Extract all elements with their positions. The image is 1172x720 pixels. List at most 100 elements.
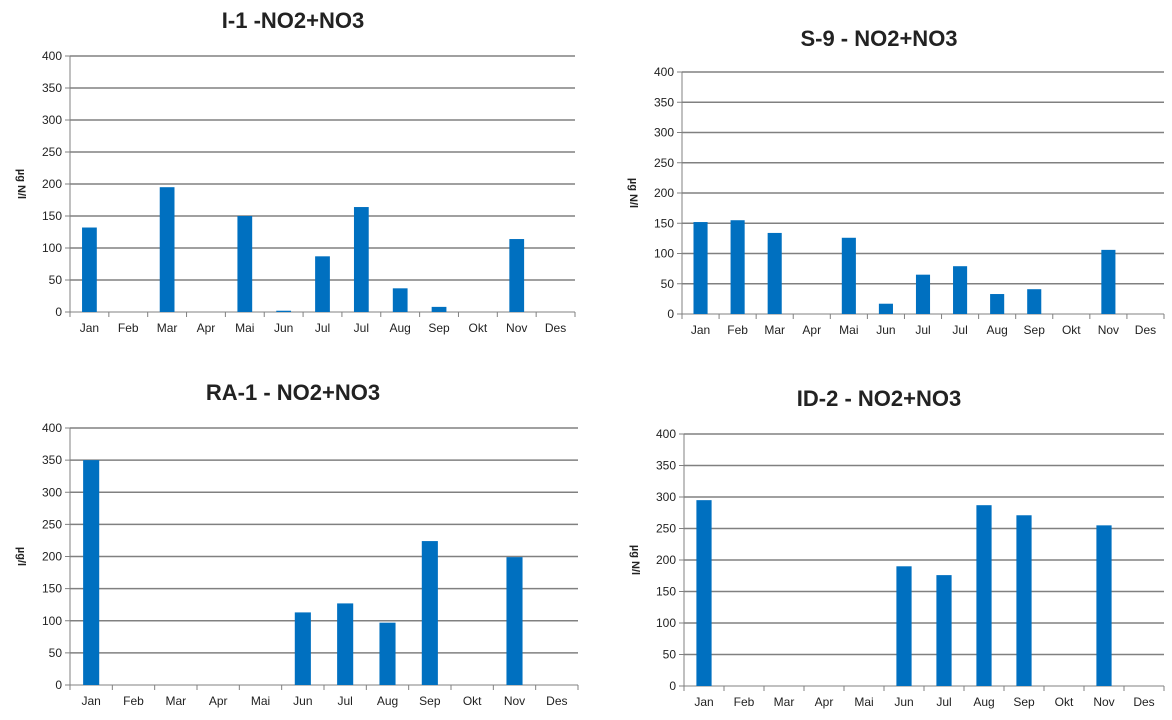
bar (294, 612, 311, 685)
x-tick-label: Nov (506, 321, 527, 335)
chart-title: I-1 -NO2+NO3 (221, 8, 365, 33)
y-axis-label: µg N/l (629, 545, 641, 575)
y-axis-label: µg/l (15, 547, 27, 566)
y-axis-label: µg N/l (15, 169, 27, 199)
y-tick-label: 50 (663, 648, 677, 662)
bar (693, 222, 708, 314)
y-tick-label: 300 (654, 126, 674, 140)
x-tick-label: Nov (504, 694, 525, 708)
x-tick-label: Sep (419, 694, 441, 708)
bar (392, 288, 408, 312)
x-tick-label: Aug (973, 695, 994, 709)
bar (379, 622, 396, 685)
y-tick-label: 100 (42, 241, 62, 255)
x-tick-label: Mar (764, 323, 785, 337)
y-tick-label: 350 (42, 453, 62, 467)
x-tick-label: Sep (1013, 695, 1035, 709)
y-tick-label: 250 (42, 517, 62, 531)
y-tick-label: 250 (654, 156, 674, 170)
x-tick-label: Jul (936, 695, 951, 709)
bar (696, 500, 712, 686)
y-tick-label: 400 (656, 427, 676, 441)
bar (878, 303, 893, 314)
y-tick-label: 150 (42, 582, 62, 596)
y-tick-label: 0 (55, 678, 62, 692)
chart-panel-id2: ID-2 - NO2+NO3 0 50 100 150 200 250 300 350 400 J… (586, 360, 1172, 720)
chart-title: ID-2 - NO2+NO3 (796, 386, 962, 411)
x-tick-label: Okt (469, 321, 488, 335)
y-tick-label: 50 (49, 646, 63, 660)
bar (1016, 515, 1032, 686)
x-tick-label: Jul (337, 694, 352, 708)
bar (976, 505, 992, 686)
bar (1027, 289, 1042, 314)
y-tick-label: 300 (656, 490, 676, 504)
y-tick-label: 300 (42, 113, 62, 127)
x-tick-label: Des (546, 694, 567, 708)
x-tick-label: Okt (463, 694, 482, 708)
x-tick-label: Jun (293, 694, 312, 708)
bar (421, 541, 438, 685)
x-tick-label: Feb (734, 695, 755, 709)
x-tick-label: Mar (157, 321, 178, 335)
bar (841, 237, 856, 314)
x-tick-label: Mai (235, 321, 254, 335)
bar (159, 187, 175, 312)
y-tick-label: 400 (42, 49, 62, 63)
bar (83, 460, 100, 685)
y-tick-label: 0 (55, 305, 62, 319)
chart-panel-ra1: RA-1 - NO2+NO3 0 50 100 150 200 250 300 350 400 J… (0, 360, 586, 720)
y-tick-label: 400 (42, 421, 62, 435)
bar (1096, 525, 1112, 686)
x-tick-label: Jul (354, 321, 369, 335)
x-tick-label: Mar (774, 695, 795, 709)
y-tick-label: 200 (654, 186, 674, 200)
x-tick-label: Jan (81, 694, 100, 708)
chart-svg: 0 50 100 150 200 250 300 350 400 Jan Feb Mar Apr Mai J… (15, 49, 576, 335)
x-tick-label: Jul (315, 321, 330, 335)
x-tick-label: Apr (197, 321, 216, 335)
y-tick-label: 350 (654, 95, 674, 109)
y-tick-label: 200 (42, 177, 62, 191)
y-tick-label: 250 (42, 145, 62, 159)
y-tick-label: 100 (42, 614, 62, 628)
x-tick-label: Nov (1098, 323, 1119, 337)
chart-panel-i1: I-1 -NO2+NO3 0 50 100 150 200 250 300 350 400 Jan… (0, 0, 586, 360)
x-tick-label: Feb (727, 323, 748, 337)
bar (315, 256, 330, 312)
x-tick-label: Des (545, 321, 566, 335)
y-tick-label: 0 (669, 679, 676, 693)
x-tick-label: Jun (274, 321, 293, 335)
bar (506, 557, 523, 685)
x-tick-label: Des (1135, 323, 1156, 337)
x-tick-label: Mai (251, 694, 270, 708)
x-tick-label: Mai (839, 323, 858, 337)
bar (237, 216, 253, 312)
x-tick-label: Jan (80, 321, 99, 335)
y-tick-label: 50 (49, 273, 63, 287)
x-tick-label: Aug (986, 323, 1007, 337)
x-tick-label: Jul (915, 323, 930, 337)
chart-svg: 0 50 100 150 200 250 300 350 400 Jan Feb Mar Apr Mai J… (629, 427, 1165, 709)
x-tick-label: Jan (694, 695, 713, 709)
bar (936, 575, 952, 686)
x-tick-label: Okt (1062, 323, 1081, 337)
bar (276, 310, 292, 312)
chart-panel-s9: S-9 - NO2+NO3 0 50 100 150 200 250 300 350 400 Ja… (586, 0, 1172, 360)
bar (767, 232, 782, 314)
bar (509, 239, 525, 312)
y-tick-label: 200 (656, 553, 676, 567)
bar (431, 306, 447, 312)
y-tick-label: 150 (42, 209, 62, 223)
y-tick-label: 150 (656, 585, 676, 599)
x-tick-label: Jan (691, 323, 710, 337)
bar (915, 274, 931, 314)
x-tick-label: Apr (209, 694, 228, 708)
y-tick-label: 200 (42, 550, 62, 564)
x-tick-label: Jun (876, 323, 895, 337)
x-tick-label: Jun (894, 695, 913, 709)
bar (353, 207, 369, 312)
x-tick-label: Mai (854, 695, 873, 709)
chart-svg: 0 50 100 150 200 250 300 350 400 Jan Feb Mar Apr Mai J… (627, 65, 1165, 337)
chart-title: RA-1 - NO2+NO3 (205, 380, 381, 405)
